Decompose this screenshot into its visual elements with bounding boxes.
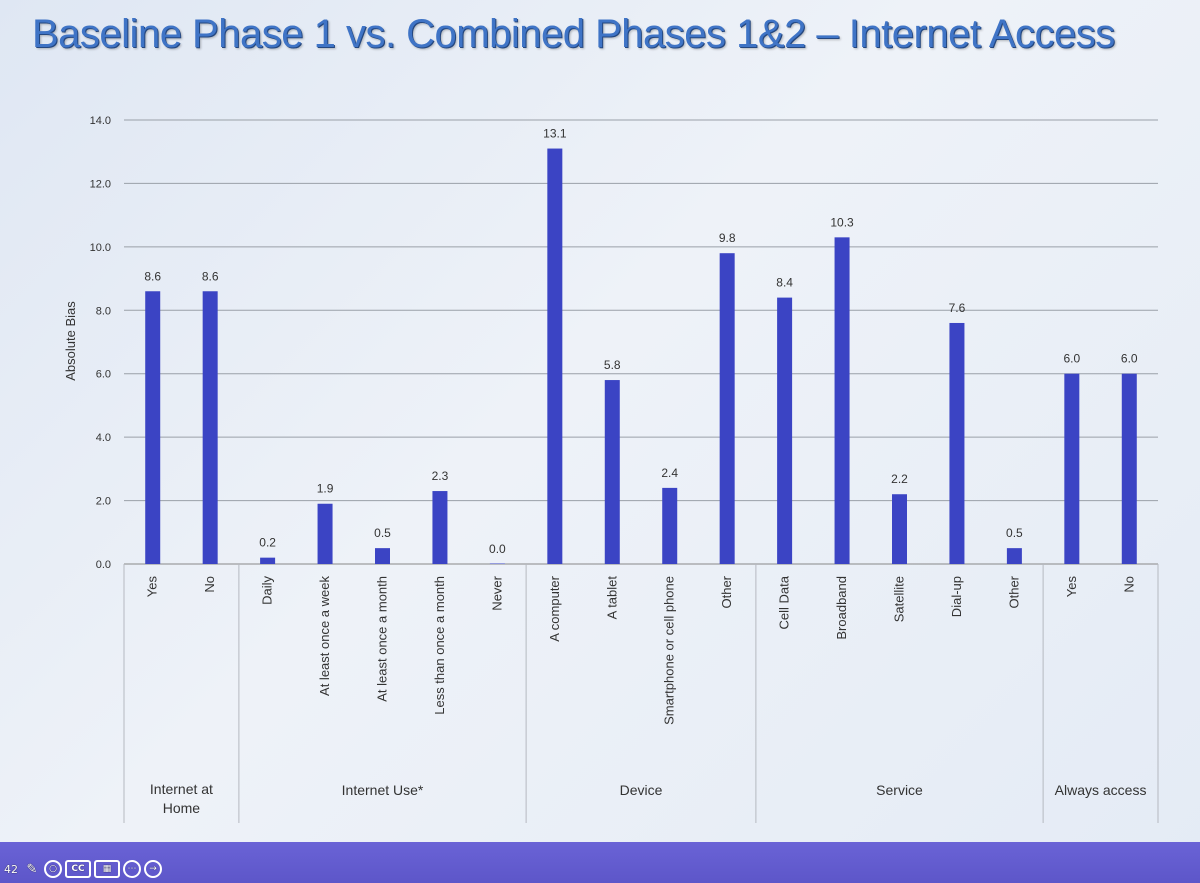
category-label: At least once a month: [375, 576, 390, 702]
bar: [432, 491, 448, 564]
value-label: 8.6: [202, 269, 219, 283]
next-arrow-icon[interactable]: →: [144, 860, 162, 878]
value-label: 0.2: [259, 536, 276, 550]
category-label: Other: [1006, 575, 1021, 608]
bar: [489, 563, 505, 564]
group-label: Internet Use*: [342, 782, 424, 798]
value-label: 9.8: [719, 231, 736, 245]
bar: [892, 494, 907, 564]
bar: [375, 548, 390, 564]
value-label: 8.6: [144, 269, 161, 283]
y-tick-label: 12.0: [90, 178, 111, 190]
value-label: 13.1: [543, 127, 567, 141]
value-label: 5.8: [604, 358, 621, 372]
value-labels: 8.6 8.6 0.2 1.9 0.5 2.3 0.0 13.1 5.8 2.4 9.8 8.4 10.…: [144, 127, 1138, 556]
closed-captions-icon[interactable]: CC: [65, 860, 91, 878]
more-options-icon[interactable]: ⋯: [123, 860, 141, 878]
category-label: Cell Data: [777, 575, 792, 629]
bar: [202, 291, 218, 564]
group-labels: Internet at Home Internet Use* Device Servic…: [150, 781, 1147, 816]
y-axis-ticks: 0.0 2.0 4.0 6.0 8.0 10.0 12.0 14.0: [90, 115, 111, 571]
value-label: 0.5: [374, 526, 391, 540]
bar: [547, 148, 563, 565]
y-tick-label: 4.0: [96, 432, 111, 444]
slideshow-toolbar: 42 ✎ ○ CC ▦ ⋯ →: [2, 855, 162, 883]
bar: [1121, 373, 1137, 564]
bar: [317, 503, 333, 564]
bar: [777, 297, 793, 564]
category-label: Smartphone or cell phone: [662, 576, 677, 725]
slide-number[interactable]: 42: [4, 862, 18, 876]
bar-chart: 0.0 2.0 4.0 6.0 8.0 10.0 12.0 14.0 Absolute Bia…: [63, 115, 1159, 823]
value-label: 2.3: [432, 469, 449, 483]
category-label: Never: [489, 575, 504, 610]
presentation-bottom-bar: [0, 842, 1200, 883]
value-label: 2.2: [891, 472, 908, 486]
bar: [145, 291, 161, 564]
bar: [604, 380, 620, 564]
category-label: Yes: [145, 576, 160, 598]
category-label: Broadband: [834, 576, 849, 640]
value-label: 2.4: [661, 466, 678, 480]
y-tick-label: 6.0: [96, 369, 111, 381]
value-label: 0.5: [1006, 526, 1023, 540]
category-label: At least once a week: [317, 576, 332, 696]
bar: [662, 487, 678, 564]
bar: [834, 237, 850, 565]
value-label: 1.9: [317, 482, 334, 496]
y-tick-label: 2.0: [96, 496, 111, 508]
category-label: No: [202, 576, 217, 593]
value-label: 7.6: [949, 301, 966, 315]
category-label: No: [1121, 576, 1136, 593]
group-label: Device: [620, 782, 663, 798]
value-label: 6.0: [1063, 352, 1080, 366]
category-labels: Yes No Daily At least once a week At least o…: [145, 575, 1137, 725]
bar: [719, 253, 735, 564]
bars: [145, 148, 1137, 565]
category-label: Less than once a month: [432, 576, 447, 715]
category-label: Daily: [260, 576, 275, 605]
magnifier-icon[interactable]: ○: [44, 860, 62, 878]
group-label: Internet at Home: [150, 781, 213, 816]
y-tick-label: 10.0: [90, 242, 111, 254]
category-label: Yes: [1064, 576, 1079, 598]
y-tick-label: 0.0: [96, 559, 111, 571]
gridlines: [124, 119, 1158, 502]
pen-icon[interactable]: ✎: [26, 861, 38, 877]
category-label: A computer: [547, 575, 562, 641]
category-table: [123, 563, 1159, 823]
y-axis-label: Absolute Bias: [63, 301, 78, 381]
category-label: Other: [719, 575, 734, 608]
y-tick-label: 8.0: [96, 305, 111, 317]
bar: [1064, 373, 1080, 564]
value-label: 10.3: [830, 215, 854, 229]
slide-title: Baseline Phase 1 vs. Combined Phases 1&2…: [32, 12, 1115, 56]
value-label: 8.4: [776, 276, 793, 290]
category-label: A tablet: [604, 576, 619, 620]
group-label: Service: [876, 782, 923, 798]
slide-sorter-icon[interactable]: ▦: [94, 860, 120, 878]
bar: [1006, 548, 1022, 564]
bar: [260, 557, 276, 564]
value-label: 6.0: [1121, 352, 1138, 366]
category-label: Dial-up: [949, 576, 964, 617]
value-label: 0.0: [489, 542, 506, 556]
group-label: Always access: [1055, 782, 1147, 798]
bar: [949, 322, 965, 564]
y-tick-label: 14.0: [90, 115, 111, 127]
category-label: Satellite: [892, 576, 907, 622]
